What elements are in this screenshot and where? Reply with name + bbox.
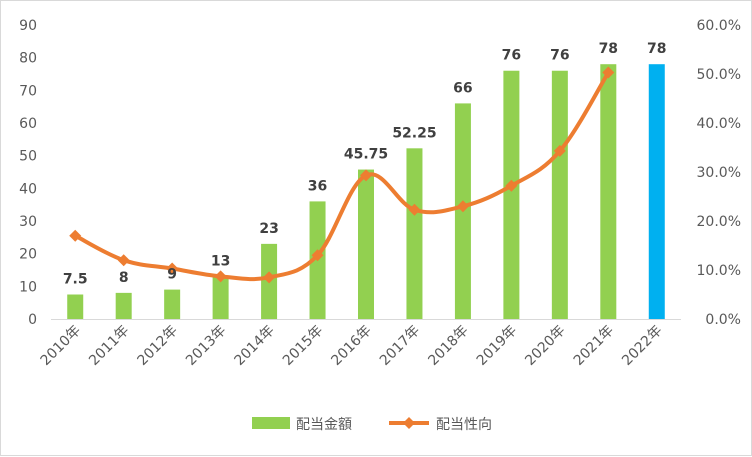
y-right-tick-label: 50.0% bbox=[697, 67, 741, 83]
line-point bbox=[117, 254, 130, 267]
y-right-tick-label: 40.0% bbox=[697, 116, 741, 132]
line-point bbox=[311, 249, 324, 262]
line-point bbox=[360, 169, 372, 182]
bar bbox=[648, 64, 665, 319]
line-point bbox=[505, 179, 518, 192]
data-label: 66 bbox=[453, 80, 472, 96]
x-tick-label: 2020年 bbox=[522, 323, 568, 369]
data-label: 78 bbox=[647, 41, 666, 57]
data-label: 76 bbox=[502, 48, 521, 64]
x-tick-label: 2016年 bbox=[328, 323, 374, 369]
line-point bbox=[602, 66, 615, 79]
line-point bbox=[553, 144, 566, 157]
x-tick-label: 2019年 bbox=[474, 323, 520, 369]
bar bbox=[212, 276, 229, 319]
data-label: 78 bbox=[599, 41, 618, 57]
x-tick-label: 2015年 bbox=[280, 323, 326, 369]
y-right-tick-label: 0.0% bbox=[705, 312, 741, 328]
data-label: 52.25 bbox=[392, 125, 436, 141]
line-path bbox=[73, 70, 611, 282]
legend-marker-line bbox=[403, 417, 415, 429]
y-left-tick-label: 0 bbox=[28, 312, 37, 328]
data-label: 8 bbox=[119, 270, 129, 286]
data-label: 45.75 bbox=[344, 147, 388, 163]
y-right-tick-label: 20.0% bbox=[697, 214, 741, 230]
y-left-tick-label: 40 bbox=[19, 181, 37, 197]
line-point bbox=[408, 203, 421, 216]
x-tick-label: 2012年 bbox=[135, 323, 181, 369]
bar-series bbox=[67, 64, 665, 320]
x-tick-label: 2014年 bbox=[231, 323, 277, 369]
line-point bbox=[69, 229, 82, 242]
y-left-tick-label: 30 bbox=[19, 214, 37, 230]
line-point bbox=[263, 271, 276, 284]
line-series bbox=[69, 66, 615, 284]
bar bbox=[164, 289, 181, 319]
line-point bbox=[214, 270, 227, 283]
data-label: 13 bbox=[211, 254, 230, 270]
legend-label-bar: 配当金額 bbox=[296, 417, 352, 433]
bar bbox=[406, 148, 423, 319]
bar bbox=[67, 294, 84, 319]
x-tick-label: 2017年 bbox=[377, 323, 423, 369]
data-label: 76 bbox=[550, 48, 569, 64]
x-tick-label: 2011年 bbox=[86, 323, 132, 369]
x-tick-label: 2018年 bbox=[425, 323, 471, 369]
y-left-tick-label: 70 bbox=[19, 83, 37, 99]
y-right-tick-label: 60.0% bbox=[697, 18, 741, 34]
bar bbox=[600, 64, 617, 319]
x-tick-label: 2021年 bbox=[571, 323, 617, 369]
data-label: 9 bbox=[167, 267, 177, 283]
legend-label-line: 配当性向 bbox=[436, 417, 492, 433]
data-label: 36 bbox=[308, 178, 327, 194]
y-left-tick-label: 80 bbox=[19, 51, 37, 67]
bar bbox=[551, 70, 568, 319]
data-label: 23 bbox=[259, 221, 278, 237]
y-left-tick-label: 90 bbox=[19, 18, 37, 34]
bar bbox=[115, 292, 132, 319]
y-right-tick-label: 10.0% bbox=[697, 263, 741, 279]
x-tick-label: 2010年 bbox=[38, 323, 84, 369]
legend: 配当金額 配当性向 bbox=[252, 417, 492, 433]
x-tick-label: 2013年 bbox=[183, 323, 229, 369]
line-point bbox=[456, 200, 469, 213]
y-left-tick-label: 50 bbox=[19, 149, 37, 165]
y-right-tick-label: 30.0% bbox=[697, 165, 741, 181]
legend-swatch-bar bbox=[252, 417, 290, 429]
bar bbox=[503, 70, 520, 319]
data-label: 7.5 bbox=[63, 272, 88, 288]
line-point bbox=[166, 262, 179, 275]
x-tick-label: 2022年 bbox=[619, 323, 665, 369]
bar bbox=[358, 169, 374, 319]
y-left-tick-label: 60 bbox=[19, 116, 37, 132]
y-left-tick-label: 10 bbox=[19, 279, 37, 295]
y-left-tick-label: 20 bbox=[19, 247, 37, 263]
